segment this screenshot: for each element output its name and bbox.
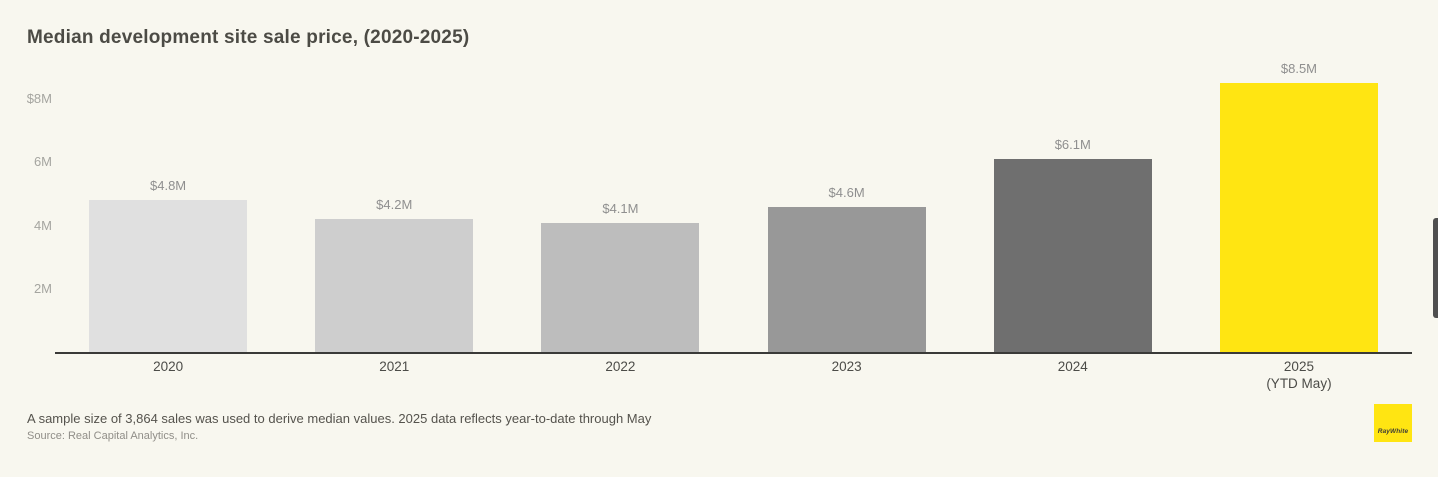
y-tick-label: 4M <box>33 217 52 233</box>
x-tick-sublabel: (YTD May) <box>1266 376 1332 391</box>
footnote: A sample size of 3,864 sales was used to… <box>27 411 652 426</box>
x-tick-label-2022: 2022 <box>507 358 733 392</box>
x-tick-label-2023: 2023 <box>734 358 960 392</box>
bar-value-label: $4.6M <box>828 184 865 200</box>
raywhite-logo: RayWhite <box>1374 404 1412 442</box>
x-axis-labels: 2020 2021 2022 2023 2024 2025 (YTD May) <box>55 358 1412 392</box>
x-tick-label-2025: 2025 (YTD May) <box>1186 358 1412 392</box>
x-tick-year: 2020 <box>153 359 184 374</box>
bar-chart-plot-area: $4.8M $4.2M $4.1M $4.6M $6.1M $8.5M <box>55 0 1412 353</box>
x-tick-year: 2024 <box>1057 359 1088 374</box>
bar-2025 <box>1219 82 1378 353</box>
bar-2020 <box>89 200 248 353</box>
y-tick-label: 2M <box>33 281 52 297</box>
x-tick-year: 2023 <box>831 359 862 374</box>
bar-2023 <box>767 206 926 353</box>
x-tick-label-2024: 2024 <box>960 358 1186 392</box>
bar-column-2024: $6.1M <box>960 0 1186 353</box>
bar-value-label: $4.2M <box>376 197 413 213</box>
vertical-scrollbar-thumb[interactable] <box>1433 218 1438 318</box>
x-tick-year: 2025 <box>1283 359 1314 374</box>
y-tick-label: 6M <box>33 154 52 170</box>
y-tick-label: $8M <box>26 90 52 106</box>
x-tick-year: 2022 <box>605 359 636 374</box>
chart-title: Median development site sale price, (202… <box>27 27 470 48</box>
bar-value-label: $4.1M <box>602 200 639 216</box>
bar-2021 <box>315 219 474 353</box>
x-axis-line <box>55 352 1412 354</box>
bar-2022 <box>541 222 700 353</box>
bar-column-2023: $4.6M <box>734 0 960 353</box>
bar-2024 <box>993 159 1152 353</box>
bar-column-2025: $8.5M <box>1186 0 1412 353</box>
x-tick-label-2020: 2020 <box>55 358 281 392</box>
bar-value-label: $6.1M <box>1054 137 1091 153</box>
bar-column-2021: $4.2M <box>281 0 507 353</box>
bar-value-label: $4.8M <box>150 178 187 194</box>
bar-column-2020: $4.8M <box>55 0 281 353</box>
raywhite-logo-text: RayWhite <box>1377 428 1409 435</box>
source-note: Source: Real Capital Analytics, Inc. <box>27 430 199 442</box>
bar-value-label: $8.5M <box>1280 60 1318 76</box>
bar-column-2022: $4.1M <box>507 0 733 353</box>
x-tick-label-2021: 2021 <box>281 358 507 392</box>
x-tick-year: 2021 <box>379 359 410 374</box>
